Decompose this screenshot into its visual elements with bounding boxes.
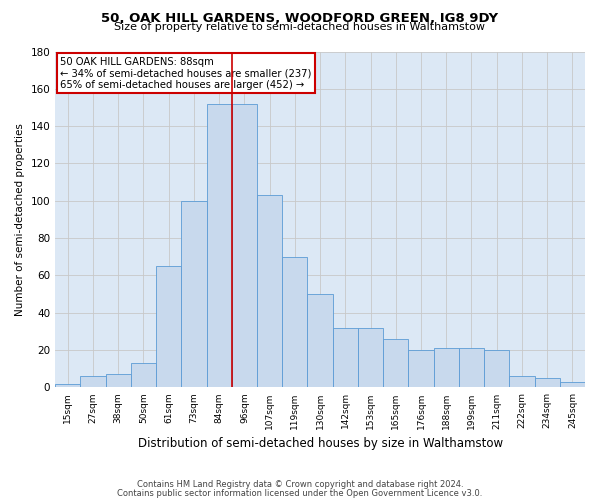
- Bar: [55, 384, 80, 388]
- Text: 50, OAK HILL GARDENS, WOODFORD GREEN, IG8 9DY: 50, OAK HILL GARDENS, WOODFORD GREEN, IG…: [101, 12, 499, 26]
- Bar: [282, 257, 307, 388]
- Bar: [106, 374, 131, 388]
- Bar: [484, 350, 509, 388]
- Y-axis label: Number of semi-detached properties: Number of semi-detached properties: [15, 123, 25, 316]
- Bar: [156, 266, 181, 388]
- Bar: [560, 382, 585, 388]
- Text: Size of property relative to semi-detached houses in Walthamstow: Size of property relative to semi-detach…: [115, 22, 485, 32]
- Bar: [80, 376, 106, 388]
- Text: Contains public sector information licensed under the Open Government Licence v3: Contains public sector information licen…: [118, 488, 482, 498]
- Bar: [409, 350, 434, 388]
- Bar: [206, 104, 232, 388]
- Bar: [181, 201, 206, 388]
- Bar: [383, 339, 409, 388]
- Bar: [358, 328, 383, 388]
- Bar: [509, 376, 535, 388]
- Bar: [131, 363, 156, 388]
- Text: Contains HM Land Registry data © Crown copyright and database right 2024.: Contains HM Land Registry data © Crown c…: [137, 480, 463, 489]
- Bar: [434, 348, 459, 388]
- Bar: [307, 294, 332, 388]
- Bar: [535, 378, 560, 388]
- X-axis label: Distribution of semi-detached houses by size in Walthamstow: Distribution of semi-detached houses by …: [137, 437, 503, 450]
- Bar: [257, 195, 282, 388]
- Bar: [459, 348, 484, 388]
- Text: 50 OAK HILL GARDENS: 88sqm
← 34% of semi-detached houses are smaller (237)
65% o: 50 OAK HILL GARDENS: 88sqm ← 34% of semi…: [61, 56, 312, 90]
- Bar: [232, 104, 257, 388]
- Bar: [332, 328, 358, 388]
